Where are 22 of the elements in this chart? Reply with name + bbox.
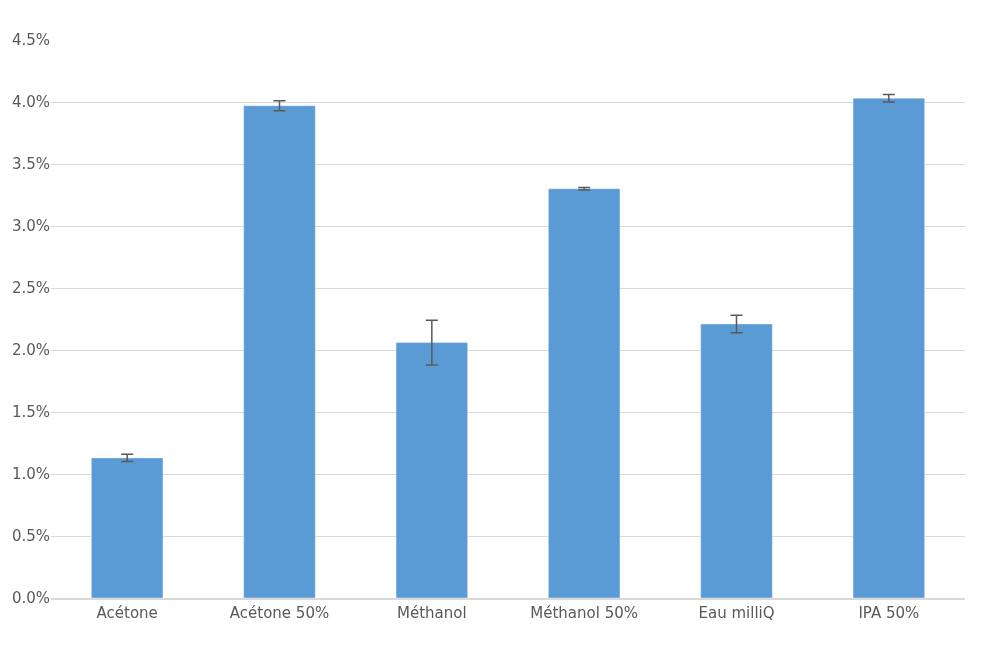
y-tick-label: 0.5% [11,527,50,546]
bar [395,342,468,598]
y-tick-label: 4.0% [11,93,50,112]
y-tick-label: 1.0% [11,465,50,484]
y-tick-label: 2.5% [11,279,50,298]
y-tick-label: 0.0% [11,589,50,608]
x-tick-label: IPA 50% [858,603,920,622]
y-tick-label: 3.0% [11,217,50,236]
bar [91,457,164,598]
x-tick-label: Eau milliQ [698,603,775,622]
bar [852,98,925,598]
x-tick-label: Acétone [96,603,158,622]
bar [243,105,316,598]
x-tick-label: Méthanol [397,603,467,622]
y-tick-label: 2.0% [11,341,50,360]
x-tick-label: Méthanol 50% [530,603,639,622]
x-tick-label: Acétone 50% [229,603,330,622]
y-tick-label: 1.5% [11,403,50,422]
bar [700,323,773,598]
y-tick-label: 4.5% [11,31,50,50]
y-tick-label: 3.5% [11,155,50,174]
bar [548,188,621,598]
